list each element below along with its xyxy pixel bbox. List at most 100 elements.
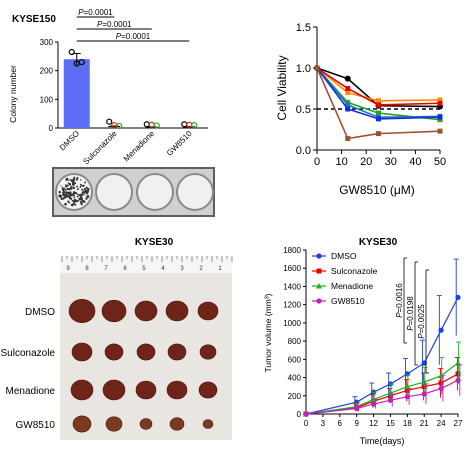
bar: [63, 59, 90, 129]
growth-legend-marker: [316, 268, 322, 274]
colony-dot: [58, 190, 61, 194]
ruler-number: 1: [218, 266, 222, 272]
growth-x-tick-label: 24: [437, 419, 446, 428]
growth-series-line: [305, 297, 459, 415]
colony-dot: [67, 194, 71, 198]
growth-legend-marker: [316, 298, 322, 304]
ruler-number: 9: [66, 266, 70, 272]
viability-point: [345, 86, 351, 91]
growth-y-tick-label: 1800: [283, 246, 301, 255]
tumor-sample: [104, 343, 124, 361]
colony-dot: [86, 187, 90, 191]
colony-dot: [84, 181, 87, 184]
tumor-sample: [202, 419, 214, 429]
tumor-sample: [167, 343, 187, 361]
colony-dot: [86, 190, 90, 193]
growth-point: [455, 294, 461, 300]
colony-dot: [65, 184, 67, 186]
colony-dot: [79, 183, 82, 186]
growth-y-tick-label: 400: [288, 374, 302, 383]
viability-point: [376, 98, 381, 104]
colony-dot: [63, 196, 67, 199]
ruler-number: 8: [85, 266, 89, 272]
growth-x-tick-label: 15: [386, 419, 395, 428]
bar-category-label: DMSO: [58, 129, 81, 152]
growth-significance-label: P=0.0016: [395, 283, 404, 318]
colony-dot: [72, 200, 76, 203]
viability-series-line: [316, 67, 441, 102]
colony-dot: [68, 192, 72, 195]
tumor-sample: [198, 381, 218, 399]
bar-data-point: [78, 58, 85, 66]
growth-y-tick-label: 800: [288, 337, 302, 346]
tumor-sample: [139, 418, 153, 430]
colony-dot: [65, 188, 67, 191]
growth-point: [387, 393, 393, 399]
colony-dot: [73, 176, 76, 179]
colony-dot: [68, 182, 72, 186]
bar-data-point: [181, 121, 188, 128]
growth-significance-label: P=0.0198: [406, 296, 415, 331]
viability-point: [314, 65, 320, 71]
colony-dot: [62, 191, 66, 194]
colony-dot: [79, 179, 82, 181]
bar-data-point: [106, 118, 113, 125]
colony-dot: [72, 193, 74, 195]
colony-dot: [73, 194, 76, 197]
viability-point: [437, 100, 443, 106]
tumor-photo-title: KYSE30: [135, 237, 174, 248]
viability-point: [344, 75, 351, 82]
growth-point: [421, 379, 428, 385]
colony-dot: [75, 178, 78, 181]
tumor-sample: [72, 415, 92, 433]
colony-dot: [73, 196, 76, 199]
colony-dot: [80, 202, 83, 206]
colony-dot: [69, 178, 71, 181]
viability-point: [376, 102, 381, 108]
viability-series-line: [316, 67, 441, 108]
colony-dot: [79, 196, 82, 199]
ruler-number: 5: [142, 266, 146, 272]
bar-data-point: [68, 48, 75, 56]
tumor-sample: [101, 299, 127, 323]
ruler-number: 3: [180, 266, 184, 272]
tumor-row-label: DMSO: [25, 307, 55, 318]
growth-point: [421, 391, 427, 397]
colony-dot: [59, 195, 63, 199]
tumor-row-label: GW8510: [16, 420, 56, 431]
bar-category-label: Sulconazole: [81, 129, 119, 167]
ruler: [60, 256, 232, 273]
viability-ylabel: Cell Viability: [275, 55, 289, 120]
significance-label: P=0.0001: [116, 32, 151, 41]
growth-y-tick-label: 200: [288, 392, 302, 401]
ruler-number: 2: [199, 266, 203, 272]
colony-dot: [74, 200, 77, 202]
growth-point: [455, 371, 461, 377]
colony-dot: [82, 184, 85, 187]
viability-y-tick-label: 1.5: [296, 22, 311, 34]
colony-dot: [60, 197, 63, 201]
bar-y-tick-label: 200: [40, 67, 54, 76]
colony-dot: [76, 193, 79, 195]
bar-chart-title: KYSE150: [12, 14, 56, 25]
viability-x-tick-label: 0: [314, 156, 320, 168]
bar-category-label: Menadione: [122, 129, 157, 164]
colony-dot: [80, 196, 83, 198]
viability-series-line: [316, 67, 441, 119]
colony-dot: [85, 186, 88, 189]
colony-dot: [80, 193, 83, 196]
colony-dot: [76, 185, 78, 188]
growth-series-line: [305, 373, 459, 415]
colony-dot: [70, 185, 73, 188]
growth-y-tick-label: 1400: [283, 282, 301, 291]
viability-point: [376, 131, 381, 137]
colony-dot: [74, 203, 77, 206]
growth-y-tick-label: 1000: [283, 319, 301, 328]
viability-point: [437, 128, 443, 134]
colony-dot: [81, 199, 85, 203]
colony-dot: [81, 188, 84, 191]
colony-dot: [70, 197, 73, 200]
well-menadione: [136, 173, 174, 211]
colony-dot: [72, 191, 75, 194]
